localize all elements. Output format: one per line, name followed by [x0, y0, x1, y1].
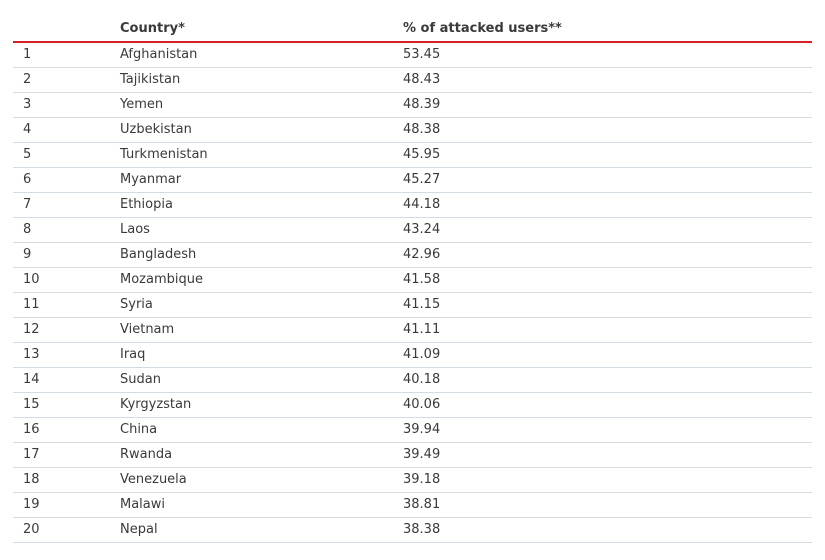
row-country: Tajikistan — [120, 72, 181, 87]
row-value: 48.38 — [403, 122, 441, 137]
table-row: 13 Iraq 41.09 — [13, 343, 812, 368]
row-country: Malawi — [120, 497, 166, 512]
row-rank: 10 — [23, 272, 40, 287]
row-rank: 7 — [23, 197, 32, 212]
row-rank: 11 — [23, 297, 40, 312]
row-rank: 9 — [23, 247, 32, 262]
table-row: 14 Sudan 40.18 — [13, 368, 812, 393]
row-country: Yemen — [120, 97, 164, 112]
header-attacked-users: % of attacked users** — [403, 21, 562, 36]
row-rank: 20 — [23, 522, 40, 537]
row-rank: 15 — [23, 397, 40, 412]
row-value: 48.39 — [403, 97, 441, 112]
attacked-users-table: Country* % of attacked users** 1 Afghani… — [13, 15, 812, 543]
row-rank: 6 — [23, 172, 32, 187]
row-rank: 8 — [23, 222, 32, 237]
row-country: Syria — [120, 297, 153, 312]
row-value: 38.81 — [403, 497, 441, 512]
row-value: 40.18 — [403, 372, 441, 387]
row-value: 53.45 — [403, 47, 441, 62]
row-country: Laos — [120, 222, 150, 237]
row-country: Nepal — [120, 522, 158, 537]
row-country: Vietnam — [120, 322, 175, 337]
table-row: 1 Afghanistan 53.45 — [13, 43, 812, 68]
row-value: 45.95 — [403, 147, 441, 162]
table-row: 15 Kyrgyzstan 40.06 — [13, 393, 812, 418]
table-row: 2 Tajikistan 48.43 — [13, 68, 812, 93]
table-row: 11 Syria 41.15 — [13, 293, 812, 318]
table-row: 4 Uzbekistan 48.38 — [13, 118, 812, 143]
row-country: China — [120, 422, 158, 437]
row-value: 38.38 — [403, 522, 441, 537]
row-value: 39.49 — [403, 447, 441, 462]
row-rank: 16 — [23, 422, 40, 437]
row-rank: 1 — [23, 47, 32, 62]
row-rank: 14 — [23, 372, 40, 387]
row-value: 41.09 — [403, 347, 441, 362]
row-country: Mozambique — [120, 272, 203, 287]
row-value: 45.27 — [403, 172, 441, 187]
row-rank: 3 — [23, 97, 32, 112]
table-row: 12 Vietnam 41.11 — [13, 318, 812, 343]
row-rank: 19 — [23, 497, 40, 512]
row-rank: 2 — [23, 72, 32, 87]
row-value: 42.96 — [403, 247, 441, 262]
table-row: 5 Turkmenistan 45.95 — [13, 143, 812, 168]
row-value: 39.18 — [403, 472, 441, 487]
row-rank: 18 — [23, 472, 40, 487]
table-row: 10 Mozambique 41.58 — [13, 268, 812, 293]
row-rank: 17 — [23, 447, 40, 462]
table-row: 16 China 39.94 — [13, 418, 812, 443]
row-country: Afghanistan — [120, 47, 198, 62]
row-country: Kyrgyzstan — [120, 397, 192, 412]
row-country: Bangladesh — [120, 247, 197, 262]
row-rank: 13 — [23, 347, 40, 362]
row-value: 40.06 — [403, 397, 441, 412]
row-country: Uzbekistan — [120, 122, 192, 137]
row-country: Turkmenistan — [120, 147, 208, 162]
row-country: Myanmar — [120, 172, 182, 187]
row-rank: 5 — [23, 147, 32, 162]
row-value: 44.18 — [403, 197, 441, 212]
table-header-row: Country* % of attacked users** — [13, 15, 812, 43]
row-country: Venezuela — [120, 472, 187, 487]
table-row: 3 Yemen 48.39 — [13, 93, 812, 118]
row-country: Iraq — [120, 347, 146, 362]
row-rank: 4 — [23, 122, 32, 137]
row-value: 39.94 — [403, 422, 441, 437]
row-value: 41.58 — [403, 272, 441, 287]
table-row: 17 Rwanda 39.49 — [13, 443, 812, 468]
header-country: Country* — [120, 21, 185, 36]
row-country: Rwanda — [120, 447, 173, 462]
row-country: Sudan — [120, 372, 161, 387]
table-row: 8 Laos 43.24 — [13, 218, 812, 243]
row-rank: 12 — [23, 322, 40, 337]
row-value: 48.43 — [403, 72, 441, 87]
row-value: 43.24 — [403, 222, 441, 237]
table-row: 9 Bangladesh 42.96 — [13, 243, 812, 268]
row-value: 41.11 — [403, 322, 441, 337]
row-value: 41.15 — [403, 297, 441, 312]
table-row: 20 Nepal 38.38 — [13, 518, 812, 543]
table-row: 7 Ethiopia 44.18 — [13, 193, 812, 218]
row-country: Ethiopia — [120, 197, 173, 212]
table-row: 18 Venezuela 39.18 — [13, 468, 812, 493]
table-row: 19 Malawi 38.81 — [13, 493, 812, 518]
table-row: 6 Myanmar 45.27 — [13, 168, 812, 193]
